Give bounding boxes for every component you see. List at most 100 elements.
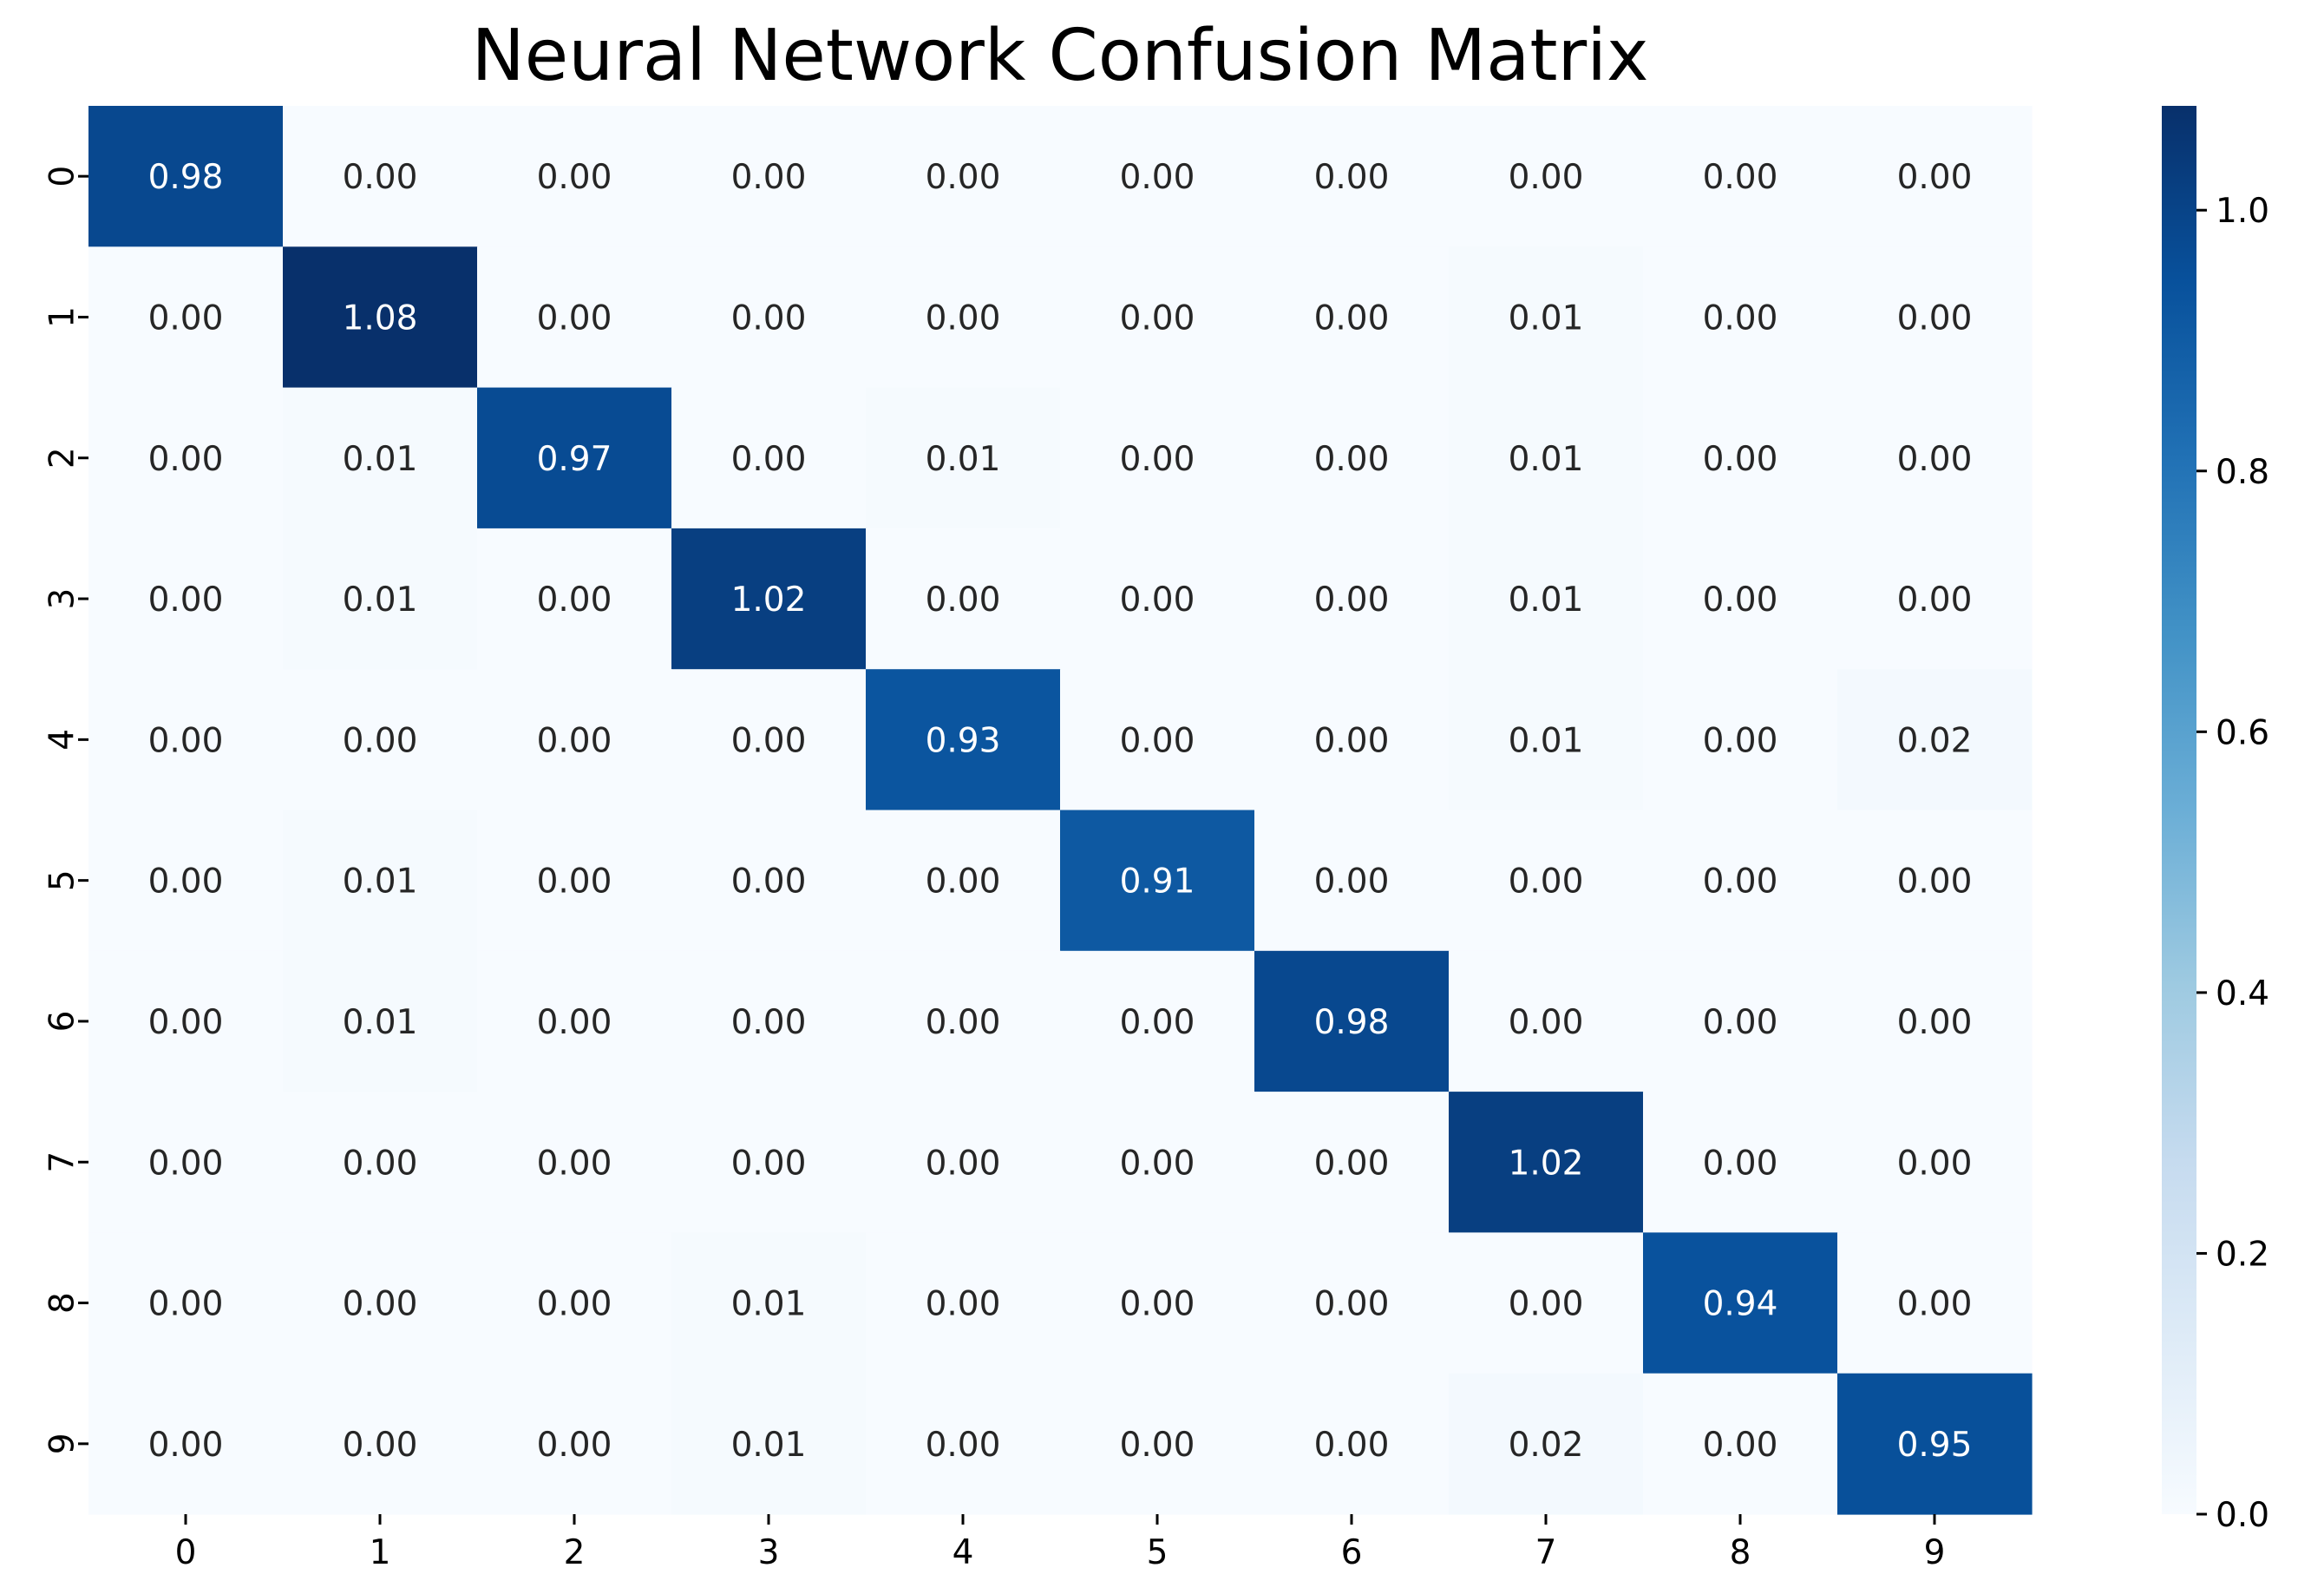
cell-value-5-9: 0.00 [1897,863,1973,902]
cell-value-9-4: 0.00 [926,1426,1001,1465]
colorbar-tick-label-0: 0.0 [2216,1496,2269,1535]
cell-value-5-2: 0.00 [537,863,612,902]
heatmap-cell-0-7 [1449,106,1644,247]
heatmap-cell-2-9 [1837,387,2033,529]
heatmap-cell-1-5 [1060,246,1255,389]
cell-value-1-7: 0.01 [1509,298,1584,338]
heatmap-cell-8-3 [671,1232,867,1374]
heatmap-cell-8-6 [1254,1232,1450,1374]
cell-value-5-5: 0.91 [1120,863,1195,902]
cell-value-4-4: 0.93 [926,721,1001,760]
colorbar-tick-label-5: 1.0 [2216,192,2269,231]
heatmap-cell-1-6 [1254,246,1450,389]
cell-value-8-1: 0.00 [343,1285,418,1324]
heatmap-cell-7-4 [866,1092,1061,1233]
cell-value-6-2: 0.00 [537,1003,612,1042]
cell-value-2-4: 0.01 [926,440,1001,479]
cell-value-6-7: 0.00 [1509,1003,1584,1042]
x-tick-label-4: 4 [953,1533,974,1572]
colorbar-tick-label-4: 0.8 [2216,453,2269,492]
cell-value-7-1: 0.00 [343,1144,418,1183]
cell-value-0-9: 0.00 [1897,158,1973,197]
cell-value-5-3: 0.00 [731,863,807,902]
cell-value-0-3: 0.00 [731,158,807,197]
heatmap-cell-9-6 [1254,1373,1450,1515]
heatmap-cell-5-9 [1837,810,2033,952]
x-tick-label-1: 1 [370,1533,391,1572]
cell-value-8-6: 0.00 [1314,1285,1390,1324]
heatmap-cell-0-2 [477,106,672,247]
heatmap-cell-1-1 [283,246,478,389]
cell-value-5-4: 0.00 [926,863,1001,902]
heatmap-cell-7-5 [1060,1092,1255,1233]
heatmap-cell-3-9 [1837,528,2033,670]
heatmap-cells [88,106,2033,1515]
heatmap-cell-7-7 [1449,1092,1644,1233]
cell-value-2-1: 0.01 [343,440,418,479]
x-tick-label-2: 2 [564,1533,586,1572]
cell-value-8-4: 0.00 [926,1285,1001,1324]
cell-value-7-8: 0.00 [1703,1144,1778,1183]
heatmap-cell-1-9 [1837,246,2033,389]
cell-value-8-9: 0.00 [1897,1285,1973,1324]
heatmap-cell-2-8 [1643,387,1838,529]
heatmap-cell-9-5 [1060,1373,1255,1515]
heatmap-cell-5-7 [1449,810,1644,952]
cell-value-1-3: 0.00 [731,298,807,338]
heatmap-cell-4-7 [1449,669,1644,811]
cell-value-3-8: 0.00 [1703,581,1778,620]
cell-value-0-5: 0.00 [1120,158,1195,197]
cell-value-3-4: 0.00 [926,581,1001,620]
heatmap-cell-5-5 [1060,810,1255,952]
heatmap-cell-0-9 [1837,106,2033,247]
cell-value-4-8: 0.00 [1703,721,1778,760]
cell-value-4-0: 0.00 [148,721,224,760]
heatmap-cell-6-3 [671,950,867,1092]
heatmap-cell-2-6 [1254,387,1450,529]
y-tick-label-7: 7 [43,1151,82,1173]
cell-value-1-8: 0.00 [1703,298,1778,338]
heatmap-cell-6-5 [1060,950,1255,1092]
heatmap-cell-8-5 [1060,1232,1255,1374]
heatmap-cell-4-5 [1060,669,1255,811]
cell-value-2-8: 0.00 [1703,440,1778,479]
heatmap-cell-8-2 [477,1232,672,1374]
cell-value-6-6: 0.98 [1314,1003,1390,1042]
cell-value-1-0: 0.00 [148,298,224,338]
cell-value-7-9: 0.00 [1897,1144,1973,1183]
cell-value-8-5: 0.00 [1120,1285,1195,1324]
heatmap-cell-3-6 [1254,528,1450,670]
heatmap-cell-6-2 [477,950,672,1092]
heatmap-cell-3-7 [1449,528,1644,670]
heatmap-cell-6-0 [88,950,284,1092]
heatmap-cell-2-2 [477,387,672,529]
cell-value-2-2: 0.97 [537,440,612,479]
cell-value-2-3: 0.00 [731,440,807,479]
cell-value-5-7: 0.00 [1509,863,1584,902]
cell-value-1-2: 0.00 [537,298,612,338]
colorbar-tick-label-2: 0.4 [2216,974,2269,1013]
x-tick-label-0: 0 [175,1533,197,1572]
cell-value-3-9: 0.00 [1897,581,1973,620]
heatmap-cell-5-6 [1254,810,1450,952]
colorbar: 0.0 0.2 0.4 0.6 0.8 1.0 [2162,106,2269,1535]
cell-value-2-6: 0.00 [1314,440,1390,479]
heatmap-cell-5-0 [88,810,284,952]
cell-value-7-5: 0.00 [1120,1144,1195,1183]
heatmap-cell-7-2 [477,1092,672,1233]
heatmap-cell-4-8 [1643,669,1838,811]
cell-value-0-7: 0.00 [1509,158,1584,197]
cell-value-6-0: 0.00 [148,1003,224,1042]
heatmap-cell-0-1 [283,106,478,247]
heatmap-cell-8-8 [1643,1232,1838,1374]
cell-value-0-8: 0.00 [1703,158,1778,197]
cell-value-9-5: 0.00 [1120,1426,1195,1465]
heatmap-cell-5-4 [866,810,1061,952]
heatmap-cell-5-2 [477,810,672,952]
cell-value-5-6: 0.00 [1314,863,1390,902]
x-tick-label-8: 8 [1730,1533,1751,1572]
heatmap-cell-5-1 [283,810,478,952]
cell-value-6-1: 0.01 [343,1003,418,1042]
heatmap-cell-4-3 [671,669,867,811]
